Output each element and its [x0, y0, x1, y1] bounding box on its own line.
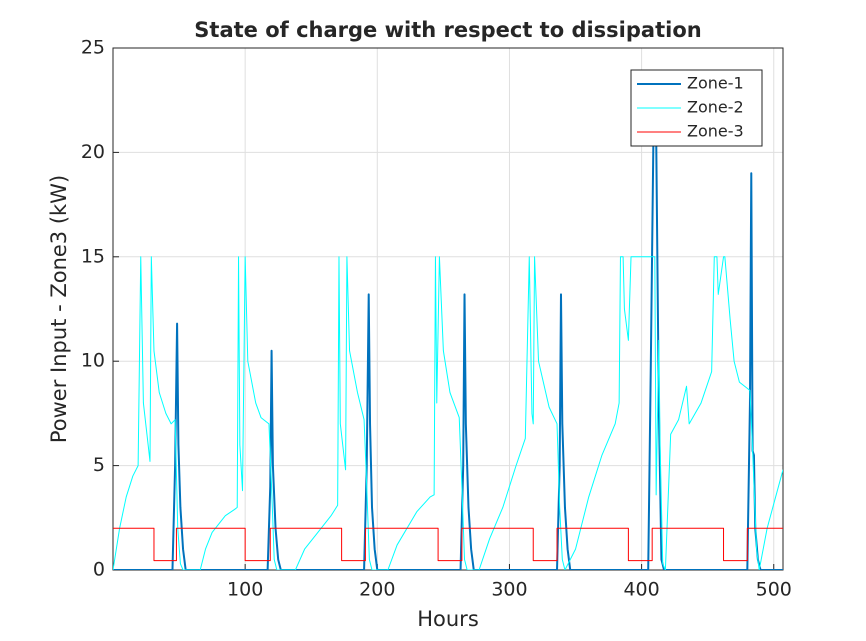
legend-label: Zone-1 — [687, 74, 744, 93]
chart-title: State of charge with respect to dissipat… — [194, 18, 701, 42]
x-tick-label: 300 — [491, 579, 527, 601]
legend-label: Zone-3 — [687, 122, 744, 141]
plot-area — [113, 130, 783, 570]
y-tick-label: 20 — [81, 141, 105, 163]
x-tick-label: 500 — [756, 579, 792, 601]
y-tick-label: 5 — [93, 454, 105, 476]
y-tick-label: 10 — [81, 350, 105, 372]
y-axis-label: Power Input - Zone3 (kW) — [47, 175, 71, 443]
series-line — [113, 130, 783, 570]
series-line — [113, 256, 783, 570]
series-line — [113, 527, 783, 562]
legend-label: Zone-2 — [687, 98, 744, 117]
x-tick-label: 400 — [623, 579, 659, 601]
x-tick-label: 200 — [359, 579, 395, 601]
x-tick-label: 100 — [227, 579, 263, 601]
x-axis-label: Hours — [417, 607, 479, 631]
y-tick-label: 25 — [81, 37, 105, 59]
y-tick-label: 15 — [81, 245, 105, 267]
y-tick-label: 0 — [93, 559, 105, 581]
